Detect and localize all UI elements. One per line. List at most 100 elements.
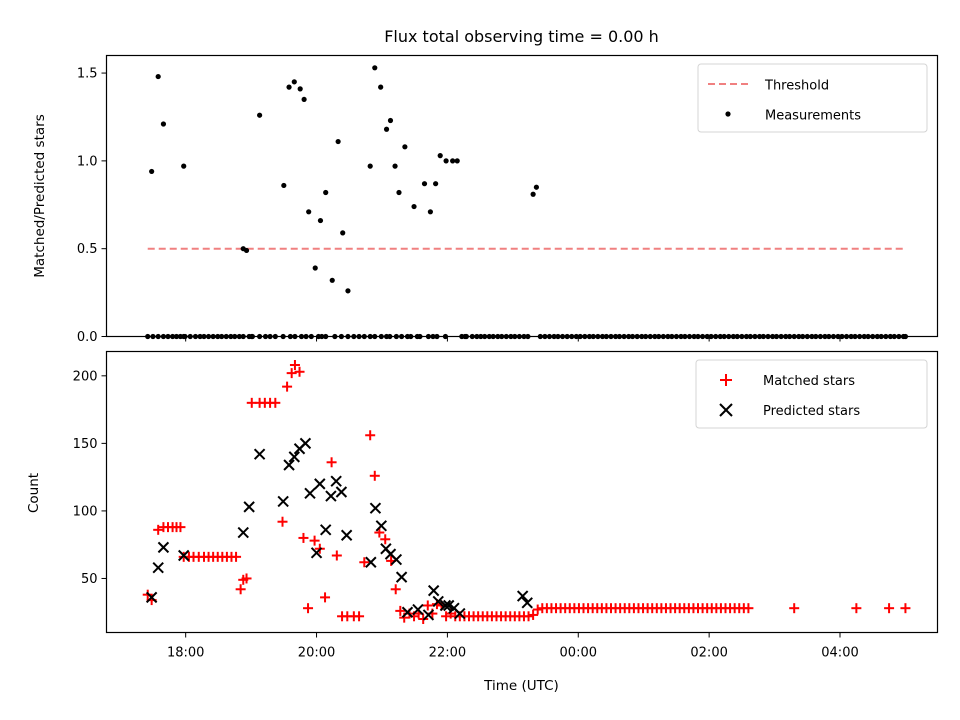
- predicted-star-point: [369, 502, 382, 514]
- measurement-point: [335, 138, 341, 145]
- predicted-star-point: [253, 448, 266, 460]
- x-tick-label: 18:00: [167, 646, 204, 661]
- matched-star-point: [359, 557, 370, 568]
- predicted-star-point: [395, 571, 408, 583]
- measurement-point: [383, 126, 390, 132]
- matched-star-point: [900, 603, 911, 614]
- matched-star-point: [390, 584, 401, 595]
- matched-star-point: [326, 457, 337, 468]
- ratio-x-ticks: [185, 336, 841, 342]
- measurement-point: [443, 158, 449, 164]
- y-tick-label: 1.0: [77, 154, 98, 169]
- measurement-point: [155, 73, 161, 80]
- measurement-point: [301, 96, 307, 103]
- matched-star-point: [175, 522, 186, 533]
- measurement-point: [286, 84, 292, 90]
- measurement-point: [281, 182, 287, 189]
- predicted-star-point: [304, 487, 316, 500]
- predicted-star-point: [243, 501, 255, 513]
- count-x-ticks: 18:00 20:00 22:00 00:00 02:00 04:00: [167, 632, 859, 661]
- matched-star-point: [374, 527, 385, 538]
- matched-star-point: [320, 592, 331, 603]
- measurement-point: [291, 79, 297, 85]
- count-plot-marks: [142, 360, 911, 624]
- matched-star-point: [331, 550, 342, 561]
- predicted-star-point: [521, 597, 533, 609]
- measurement-point: [421, 181, 428, 187]
- measurement-point: [450, 158, 456, 164]
- chart-title: Flux total observing time = 0.00 h: [384, 27, 659, 46]
- predicted-star-point: [516, 590, 529, 602]
- y-tick-label: 0.0: [77, 330, 98, 345]
- x-axis-label: Time (UTC): [483, 678, 559, 694]
- predicted-star-point: [454, 607, 466, 620]
- measurement-point: [306, 209, 312, 215]
- ratio-legend: Threshold Measurements: [697, 63, 928, 133]
- predicted-star-point: [412, 603, 424, 616]
- matched-star-point: [354, 611, 365, 622]
- x-tick-label: 04:00: [821, 646, 858, 661]
- count-y-axis-label: Count: [26, 473, 42, 513]
- matched-star-point: [289, 360, 300, 371]
- predicted-star-point: [310, 547, 323, 559]
- predicted-star-point: [330, 475, 342, 487]
- measurement-point: [533, 184, 539, 190]
- measurement-point: [433, 181, 439, 187]
- matched-star-point: [523, 611, 534, 622]
- predicted-legend-label: Predicted stars: [763, 404, 860, 419]
- y-tick-label: 100: [73, 504, 98, 519]
- predicted-star-point: [277, 495, 289, 508]
- matched-star-point: [532, 604, 543, 615]
- measurement-point: [411, 203, 417, 210]
- matched-star-point: [369, 470, 380, 481]
- measurements-legend-swatch: [725, 111, 731, 117]
- measurement-point: [317, 217, 324, 224]
- measurement-point: [372, 65, 378, 71]
- predicted-star-point: [439, 599, 452, 612]
- matched-star-point: [309, 535, 320, 546]
- measurement-point: [367, 163, 373, 169]
- matched-star-point: [282, 381, 293, 392]
- predicted-star-point: [145, 591, 158, 604]
- y-tick-label: 1.5: [77, 67, 98, 82]
- predicted-star-point: [152, 561, 164, 574]
- measurement-point: [378, 84, 384, 90]
- matched-star-point: [277, 516, 288, 527]
- matched-star-point: [303, 603, 314, 614]
- measurement-point: [437, 153, 443, 159]
- measurement-point: [387, 117, 394, 124]
- predicted-star-point: [319, 524, 332, 536]
- y-tick-label: 150: [73, 437, 98, 452]
- predicted-star-point: [283, 459, 295, 471]
- matched-star-point: [298, 532, 309, 543]
- count-panel: 50 100 150 200 18:00 20:00 22:00 00:00 02:00 04:…: [26, 350, 939, 694]
- matched-star-point: [241, 573, 252, 584]
- matched-star-point: [528, 609, 539, 620]
- predicted-star-point: [237, 526, 249, 539]
- matched-star-point: [395, 605, 406, 616]
- count-panel-frame: [105, 350, 939, 634]
- y-tick-label: 50: [81, 572, 98, 587]
- matched-star-point: [235, 584, 246, 595]
- matched-star-point: [365, 430, 376, 441]
- x-tick-label: 20:00: [298, 646, 335, 661]
- measurement-point: [160, 121, 167, 127]
- ratio-y-axis-label: Matched/Predicted stars: [32, 114, 48, 277]
- matched-star-point: [270, 397, 281, 408]
- predicted-star-point: [432, 595, 444, 608]
- matched-legend-label: Matched stars: [763, 374, 855, 389]
- measurement-point: [323, 189, 329, 196]
- count-legend-box: [695, 359, 928, 429]
- matched-star-point: [884, 603, 895, 614]
- matched-star-point: [286, 368, 297, 379]
- predicted-star-point: [157, 541, 170, 554]
- measurement-point: [340, 230, 346, 236]
- ratio-panel: 0.0 0.5 1.0 1.5 Matched/Predicted stars Thr…: [32, 54, 939, 345]
- x-tick-label: 02:00: [690, 646, 727, 661]
- predicted-legend-swatch: [719, 403, 733, 417]
- threshold-legend-label: Threshold: [764, 79, 829, 94]
- predicted-star-point: [365, 556, 377, 568]
- matched-star-point: [422, 600, 433, 611]
- ratio-legend-box: [697, 63, 928, 133]
- measurement-point: [257, 112, 263, 118]
